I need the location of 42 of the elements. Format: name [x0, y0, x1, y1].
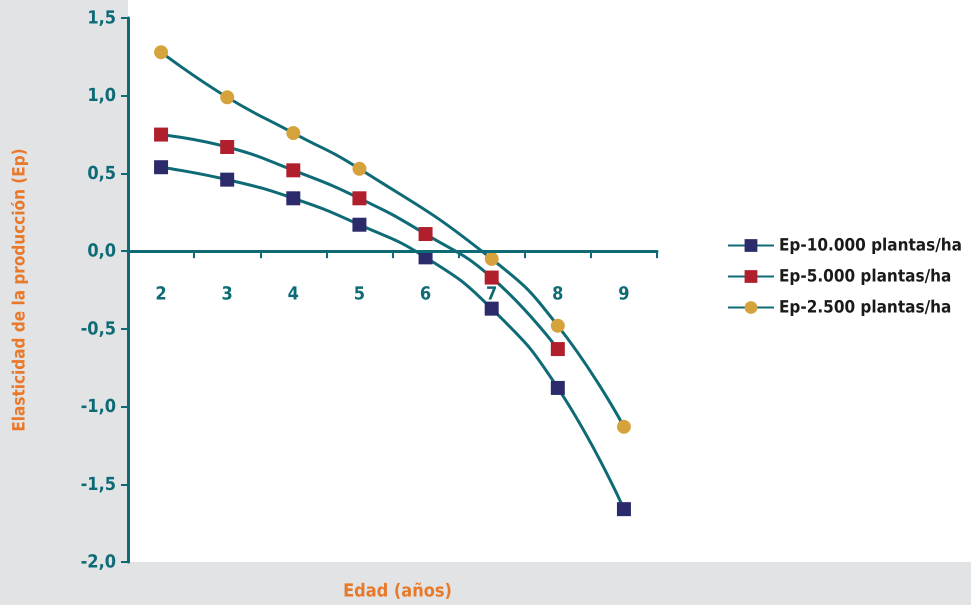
- legend-label: Ep-5.000 plantas/ha: [778, 266, 952, 286]
- point: [550, 318, 565, 333]
- x-tick-label: 2: [155, 284, 167, 305]
- y-tick-label: 0,5: [87, 162, 116, 184]
- point: [616, 502, 631, 516]
- y-axis-title: Elasticidad de la producción (Ep): [10, 148, 30, 432]
- point: [286, 191, 300, 206]
- point: [220, 172, 234, 187]
- point: [220, 90, 234, 104]
- point: [418, 227, 433, 242]
- y-tick-label: 1,5: [87, 8, 116, 28]
- point: [154, 160, 168, 174]
- point: [550, 342, 565, 356]
- point: [550, 380, 565, 395]
- point: [154, 128, 168, 142]
- legend-label: Ep-2.500 plantas/ha: [778, 298, 952, 318]
- legend-label: Ep-10.000 plantas/ha: [778, 236, 962, 256]
- point: [484, 270, 499, 285]
- y-tick-label: 0,0: [87, 240, 116, 262]
- point: [352, 191, 366, 206]
- x-tick-label: 3: [222, 284, 233, 305]
- y-tick-label: -2,0: [80, 552, 116, 572]
- point: [484, 302, 499, 316]
- y-tick-label: -1,0: [80, 396, 116, 418]
- point: [154, 45, 168, 60]
- x-tick-label: 9: [618, 284, 630, 305]
- x-tick-label: 6: [420, 284, 432, 305]
- x-tick-label: 5: [354, 284, 366, 305]
- point: [352, 218, 366, 232]
- x-tick-label: 8: [552, 284, 564, 305]
- point: [220, 140, 234, 154]
- y-tick-label: -1,5: [80, 474, 116, 495]
- point: [484, 252, 499, 266]
- x-tick-label: 7: [486, 284, 498, 305]
- x-axis-title: Edad (años): [343, 580, 452, 602]
- x-tick-label: 4: [288, 284, 299, 305]
- point: [286, 126, 300, 140]
- y-tick-label: 1,0: [87, 85, 116, 106]
- point: [352, 162, 366, 176]
- y-tick-label: -0,5: [80, 318, 116, 340]
- point: [616, 420, 631, 434]
- point: [286, 163, 300, 178]
